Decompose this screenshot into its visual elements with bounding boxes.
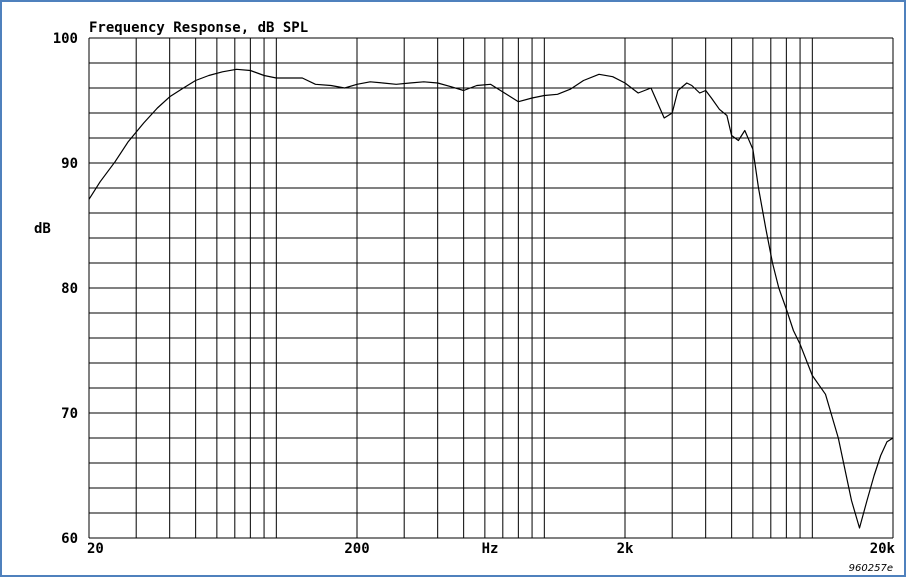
x-tick-label: 2k <box>617 541 634 557</box>
x-tick-label: 200 <box>344 541 369 557</box>
y-tick-label: 90 <box>61 156 78 172</box>
y-tick-label: 80 <box>61 281 78 297</box>
x-tick-label: 20k <box>870 541 896 557</box>
y-tick-label: 100 <box>53 31 78 47</box>
y-axis-label: dB <box>34 221 51 237</box>
y-tick-label: 70 <box>61 406 78 422</box>
chart-title: Frequency Response, dB SPL <box>89 20 308 36</box>
series-layer <box>88 68 894 529</box>
x-tick-label: 20 <box>87 541 104 557</box>
ticks-layer: 100 90 80 70 60 20 200 2k 20k <box>53 31 896 557</box>
grid <box>88 37 894 539</box>
y-tick-label: 60 <box>61 531 78 547</box>
series-line-0 <box>88 68 894 529</box>
figure-id-annotation: 960257e <box>849 563 893 574</box>
x-axis-label: Hz <box>482 541 499 557</box>
